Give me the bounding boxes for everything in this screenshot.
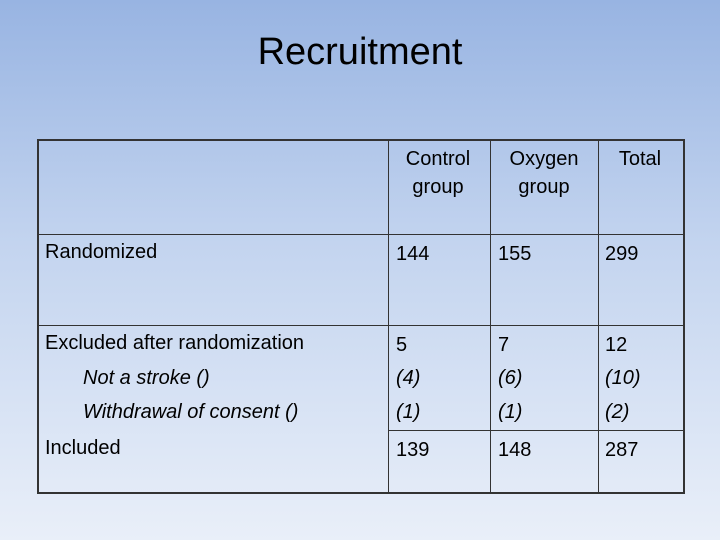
sub-row-label: Withdrawal of consent ()	[83, 401, 299, 423]
row-line	[37, 325, 685, 326]
table-border	[37, 139, 685, 141]
column-header: Oxygen group	[509, 148, 579, 198]
column-line	[388, 139, 389, 494]
cell: 139	[396, 439, 430, 461]
cell: 155	[498, 243, 532, 265]
column-header: Control group	[405, 148, 471, 198]
slide-title: Recruitment	[257, 31, 463, 73]
cell: 148	[498, 439, 532, 461]
cell: 7	[498, 334, 510, 356]
cell: 299	[605, 243, 639, 265]
cell: (2)	[605, 401, 630, 423]
cell: 287	[605, 439, 639, 461]
column-line	[490, 139, 491, 494]
cell: (10)	[605, 367, 641, 389]
row-line	[388, 430, 685, 431]
cell: (1)	[498, 401, 523, 423]
table-border	[683, 139, 685, 494]
column-line	[598, 139, 599, 494]
row-label: Randomized	[45, 241, 158, 263]
row-line	[37, 234, 685, 235]
cell: (1)	[396, 401, 421, 423]
cell: (6)	[498, 367, 523, 389]
sub-row-label: Not a stroke ()	[83, 367, 210, 389]
row-label: Included	[45, 437, 121, 459]
table-border	[37, 492, 685, 494]
cell: 144	[396, 243, 430, 265]
cell: (4)	[396, 367, 421, 389]
cell: 12	[605, 334, 628, 356]
row-label: Excluded after randomization	[45, 332, 305, 354]
column-header: Total	[618, 148, 662, 170]
cell: 5	[396, 334, 408, 356]
table-border	[37, 139, 39, 494]
